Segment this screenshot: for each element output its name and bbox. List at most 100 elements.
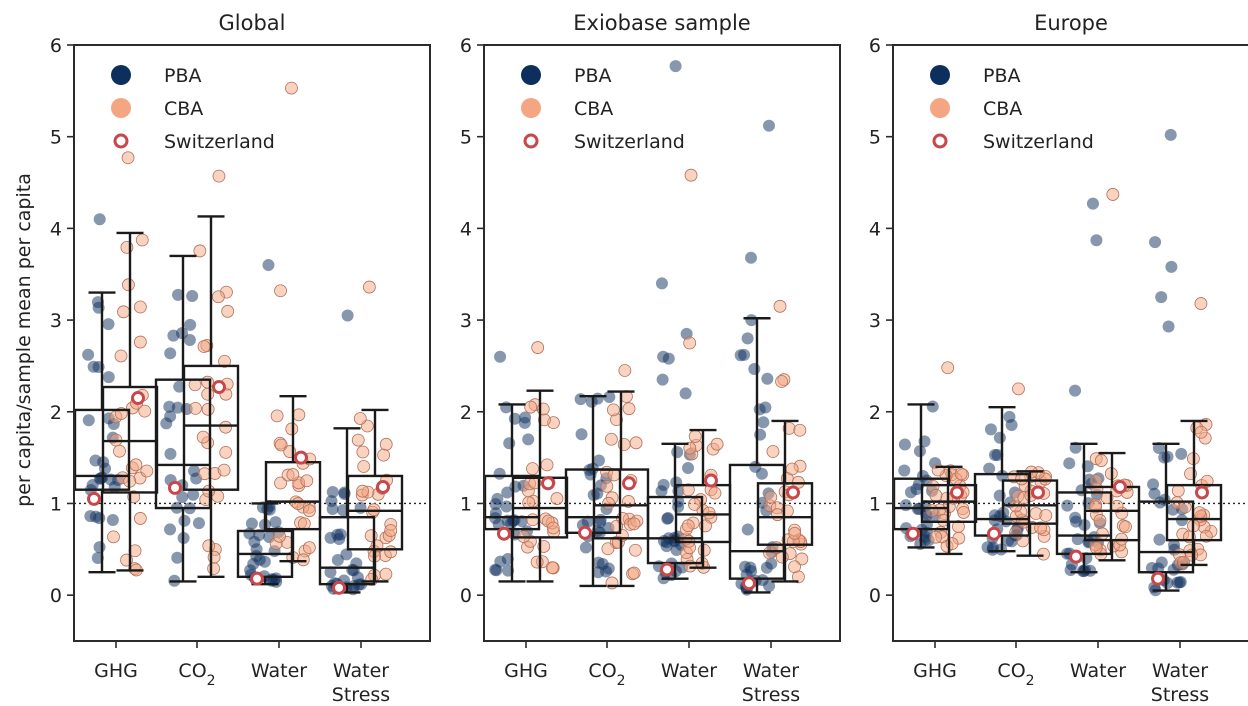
point-pba bbox=[910, 483, 923, 496]
outlier-cba bbox=[121, 151, 135, 165]
legend-label: Switzerland bbox=[574, 131, 685, 153]
point-cba bbox=[601, 542, 615, 556]
point-cba bbox=[270, 409, 284, 423]
y-tick-label: 0 bbox=[869, 585, 881, 607]
point-cba bbox=[688, 497, 701, 511]
y-tick-label: 3 bbox=[869, 310, 881, 332]
point-cba bbox=[785, 462, 799, 476]
axes-frame bbox=[73, 44, 431, 642]
point-pba bbox=[350, 557, 363, 570]
outlier-pba bbox=[1090, 234, 1103, 247]
point-pba bbox=[326, 486, 339, 499]
legend: PBA CBA Switzerland bbox=[521, 65, 685, 153]
point-pba bbox=[503, 437, 516, 450]
y-tick-label: 3 bbox=[50, 310, 62, 332]
outlier-cba bbox=[362, 280, 376, 294]
switzerland-marker bbox=[294, 450, 308, 465]
point-pba bbox=[164, 410, 177, 423]
point-pba bbox=[993, 431, 1006, 444]
y-tick-label: 6 bbox=[869, 35, 881, 57]
point-pba bbox=[898, 438, 911, 451]
point-cba bbox=[764, 490, 778, 504]
outlier-pba bbox=[679, 387, 692, 400]
box-cba bbox=[182, 215, 240, 579]
point-cba bbox=[1119, 520, 1132, 534]
point-cba bbox=[788, 560, 801, 574]
point-cba bbox=[140, 464, 154, 478]
point-cba bbox=[384, 545, 398, 559]
point-pba bbox=[269, 516, 282, 529]
point-cba bbox=[303, 504, 316, 518]
point-pba bbox=[522, 433, 535, 446]
point-pba bbox=[178, 514, 191, 527]
point-pba bbox=[93, 541, 106, 554]
switzerland-marker bbox=[1151, 571, 1165, 586]
legend: PBA CBA Switzerland bbox=[930, 65, 1094, 153]
x-tick-label: CO2 bbox=[178, 660, 215, 689]
y-tick-label: 3 bbox=[460, 310, 472, 332]
y-tick-label: 6 bbox=[50, 35, 62, 57]
point-cba bbox=[113, 444, 126, 458]
switzerland-marker bbox=[376, 479, 390, 494]
point-cba bbox=[550, 492, 564, 505]
switzerland-marker bbox=[168, 480, 182, 495]
point-pba bbox=[493, 467, 506, 480]
outlier-pba bbox=[1165, 260, 1178, 273]
point-pba bbox=[183, 333, 196, 346]
point-cba bbox=[133, 300, 147, 314]
switzerland-marker bbox=[1069, 549, 1083, 564]
point-pba bbox=[1174, 575, 1187, 588]
point-cba bbox=[212, 290, 225, 304]
x-tick-label: GHG bbox=[504, 660, 548, 682]
x-tick-label: CO2 bbox=[997, 660, 1034, 689]
point-cba bbox=[1093, 514, 1107, 527]
x-tick-label: GHG bbox=[94, 660, 138, 682]
point-cba bbox=[379, 567, 393, 581]
switzerland-marker bbox=[541, 476, 555, 491]
point-pba bbox=[243, 527, 256, 540]
panel-title: Exiobase sample bbox=[573, 11, 750, 35]
point-pba bbox=[1175, 447, 1188, 460]
point-cba bbox=[285, 422, 299, 436]
legend-label: PBA bbox=[574, 65, 612, 87]
point-cba bbox=[117, 305, 130, 319]
point-cba bbox=[526, 462, 539, 476]
point-pba bbox=[187, 488, 200, 501]
box-pba bbox=[728, 317, 786, 594]
point-pba bbox=[899, 499, 912, 512]
legend-marker bbox=[932, 133, 948, 149]
outlier-pba bbox=[1164, 128, 1177, 141]
switzerland-marker bbox=[987, 526, 1001, 541]
point-cba bbox=[702, 506, 716, 520]
point-cba bbox=[957, 506, 971, 519]
point-pba bbox=[334, 528, 347, 541]
point-cba bbox=[954, 467, 968, 481]
point-cba bbox=[351, 433, 365, 447]
outlier-pba bbox=[738, 348, 751, 361]
x-tick-subscript: 2 bbox=[1026, 673, 1035, 689]
point-pba bbox=[245, 517, 258, 530]
outlier-pba bbox=[1086, 197, 1099, 210]
switzerland-marker bbox=[578, 525, 592, 540]
legend-label: Switzerland bbox=[983, 131, 1094, 153]
box-cba bbox=[264, 394, 322, 563]
y-tick-label: 2 bbox=[460, 402, 472, 424]
point-cba bbox=[607, 403, 620, 417]
point-pba bbox=[325, 495, 338, 508]
point-pba bbox=[575, 428, 588, 441]
switzerland-marker bbox=[704, 473, 718, 488]
point-cba bbox=[133, 512, 147, 525]
point-cba bbox=[710, 437, 724, 451]
point-pba bbox=[331, 554, 344, 567]
switzerland-marker bbox=[1031, 485, 1045, 500]
point-pba bbox=[354, 501, 367, 514]
point-pba bbox=[102, 318, 115, 331]
point-pba bbox=[1158, 451, 1171, 464]
y-tick-label: 1 bbox=[460, 493, 472, 515]
y-tick-label: 4 bbox=[460, 218, 472, 240]
legend-marker bbox=[113, 133, 129, 149]
point-cba bbox=[1095, 527, 1109, 541]
point-cba bbox=[1193, 506, 1206, 519]
point-cba bbox=[1039, 509, 1053, 522]
